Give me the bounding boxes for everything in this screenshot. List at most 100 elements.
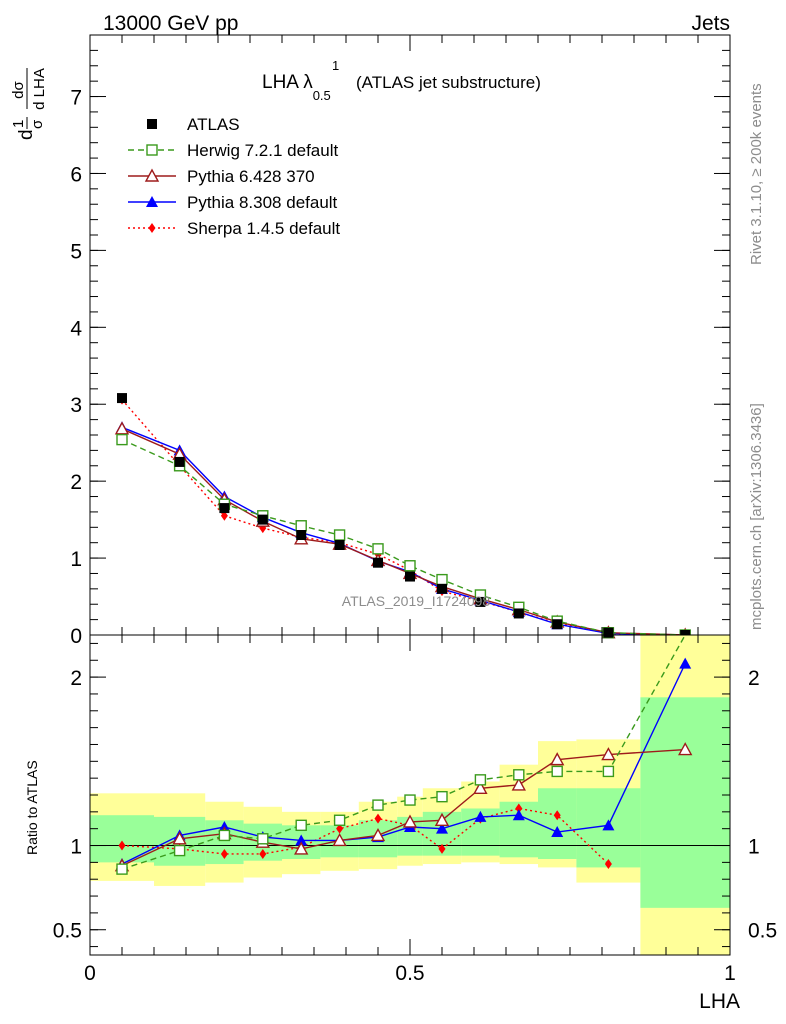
ylabel-den2: d LHA	[31, 68, 48, 110]
ratio-data-point	[374, 813, 382, 824]
legend-marker	[148, 223, 156, 233]
ratio-data-point	[678, 742, 693, 756]
ratio-data-point	[434, 812, 450, 826]
main-data-point	[333, 529, 346, 541]
main-ytick-label: 7	[70, 87, 82, 110]
legend-label: Pythia 6.428 370	[187, 167, 315, 186]
legend-marker	[146, 196, 158, 207]
legend-entry: Herwig 7.2.1 default	[128, 141, 338, 160]
ylabel-num1: 1	[10, 120, 27, 128]
ratio-data-point	[474, 774, 487, 786]
ratio-data-point	[550, 752, 565, 766]
legend-entry: Pythia 8.308 default	[128, 193, 338, 212]
main-ytick-label: 0	[70, 625, 82, 648]
main-data-point	[219, 503, 230, 514]
main-series-line	[121, 428, 686, 636]
main-series-herwig-7-2-1-default	[116, 433, 691, 641]
ratio-data-point	[218, 829, 231, 842]
main-data-point	[257, 514, 268, 525]
ratio-data-point	[332, 833, 347, 847]
chart-title-main: LHA λ	[262, 72, 313, 93]
ratio-data-point	[679, 657, 692, 669]
ratio-data-point	[601, 747, 616, 761]
main-ytick-label: 1	[70, 548, 82, 571]
main-data-point	[513, 608, 524, 619]
watermark: ATLAS_2019_I1724098	[342, 593, 491, 609]
main-ytick-label: 4	[70, 317, 82, 340]
main-frame	[89, 34, 731, 636]
legend-label: ATLAS	[187, 115, 240, 134]
main-series-atlas	[117, 393, 691, 640]
main-data-point	[405, 571, 415, 582]
main-ytick-label: 3	[70, 394, 82, 417]
ratio-data-point	[553, 810, 561, 821]
main-data-point	[603, 627, 614, 638]
ratio-data-point	[116, 863, 128, 875]
ratio-data-point	[259, 848, 267, 859]
ratio-data-point	[473, 780, 488, 794]
main-data-point	[437, 583, 447, 594]
ratio-data-point	[512, 809, 525, 821]
ratio-data-point	[436, 822, 448, 834]
mcplots-label: mcplots.cern.ch [arXiv:1306.3436]	[748, 403, 765, 630]
ratio-data-point	[551, 826, 564, 838]
main-axis-ticks: 0 1 2 3 4 5 6 7	[70, 34, 731, 648]
ratio-data-point	[436, 790, 448, 803]
ylabel-d1: d	[16, 129, 37, 140]
main-data-point	[552, 619, 563, 630]
ratio-ytick-label: 0.5	[53, 920, 82, 943]
ratio-data-point	[604, 859, 612, 870]
ratio-series-line	[121, 748, 686, 867]
xlabel: LHA	[699, 990, 740, 1013]
main-data-point	[174, 456, 185, 467]
ratio-axis-ticks: 0.5 0.51 12 20 0.5 1	[53, 635, 777, 985]
ratio-data-point	[404, 794, 416, 806]
main-data-point	[114, 421, 130, 435]
ratio-data-point	[336, 823, 344, 834]
legend-label: Herwig 7.2.1 default	[187, 141, 338, 160]
ratio-data-point	[438, 843, 446, 854]
main-ytick-label: 6	[70, 163, 82, 186]
ratio-data-point	[173, 844, 186, 857]
main-data-point	[372, 543, 384, 555]
ratio-ytick-label-right: 0.5	[748, 920, 777, 943]
ratio-plot-panel: 0.5 0.51 12 20 0.5 1 Ratio to ATLAS LHA	[24, 634, 777, 1013]
band-stat	[640, 697, 730, 908]
main-data-point	[296, 530, 307, 540]
main-data-point	[475, 596, 486, 607]
main-ytick-label: 5	[70, 240, 82, 263]
legend-label: Sherpa 1.4.5 default	[187, 219, 340, 238]
xtick-label: 0.5	[395, 962, 424, 985]
rivet-label: Rivet 3.1.10, ≥ 200k events	[748, 83, 765, 265]
legend-entry: ATLAS	[147, 115, 240, 134]
ratio-data-point	[474, 810, 487, 822]
main-data-point	[404, 560, 416, 572]
main-data-point	[334, 540, 345, 550]
ratio-series-line	[121, 663, 686, 865]
header-left: 13000 GeV pp	[103, 12, 238, 35]
ratio-data-point	[551, 765, 563, 778]
ratio-data-point	[511, 777, 526, 791]
ratio-data-point	[372, 799, 384, 811]
main-data-point	[116, 433, 128, 446]
ratio-data-point	[370, 827, 386, 842]
ratio-ytick-label: 1	[70, 836, 82, 859]
ratio-data-point	[602, 765, 615, 778]
legend-marker	[146, 144, 158, 156]
chart-subtitle: (ATLAS jet substructure)	[356, 73, 541, 92]
main-data-point	[436, 573, 448, 586]
ratio-data-point	[118, 840, 126, 851]
legend-marker	[147, 119, 157, 129]
ratio-data-point	[295, 834, 308, 846]
ratio-ytick-label-right: 1	[748, 836, 760, 859]
legend-label: Pythia 8.308 default	[187, 193, 338, 212]
ratio-ytick-label-right: 2	[748, 667, 760, 690]
ratio-ylabel: Ratio to ATLAS	[24, 760, 40, 855]
main-data-point	[295, 520, 307, 532]
ratio-data-point	[402, 814, 418, 828]
legend-entry: Sherpa 1.4.5 default	[128, 219, 340, 238]
ratio-ytick-label: 2	[70, 667, 82, 690]
main-ytick-label: 2	[70, 471, 82, 494]
